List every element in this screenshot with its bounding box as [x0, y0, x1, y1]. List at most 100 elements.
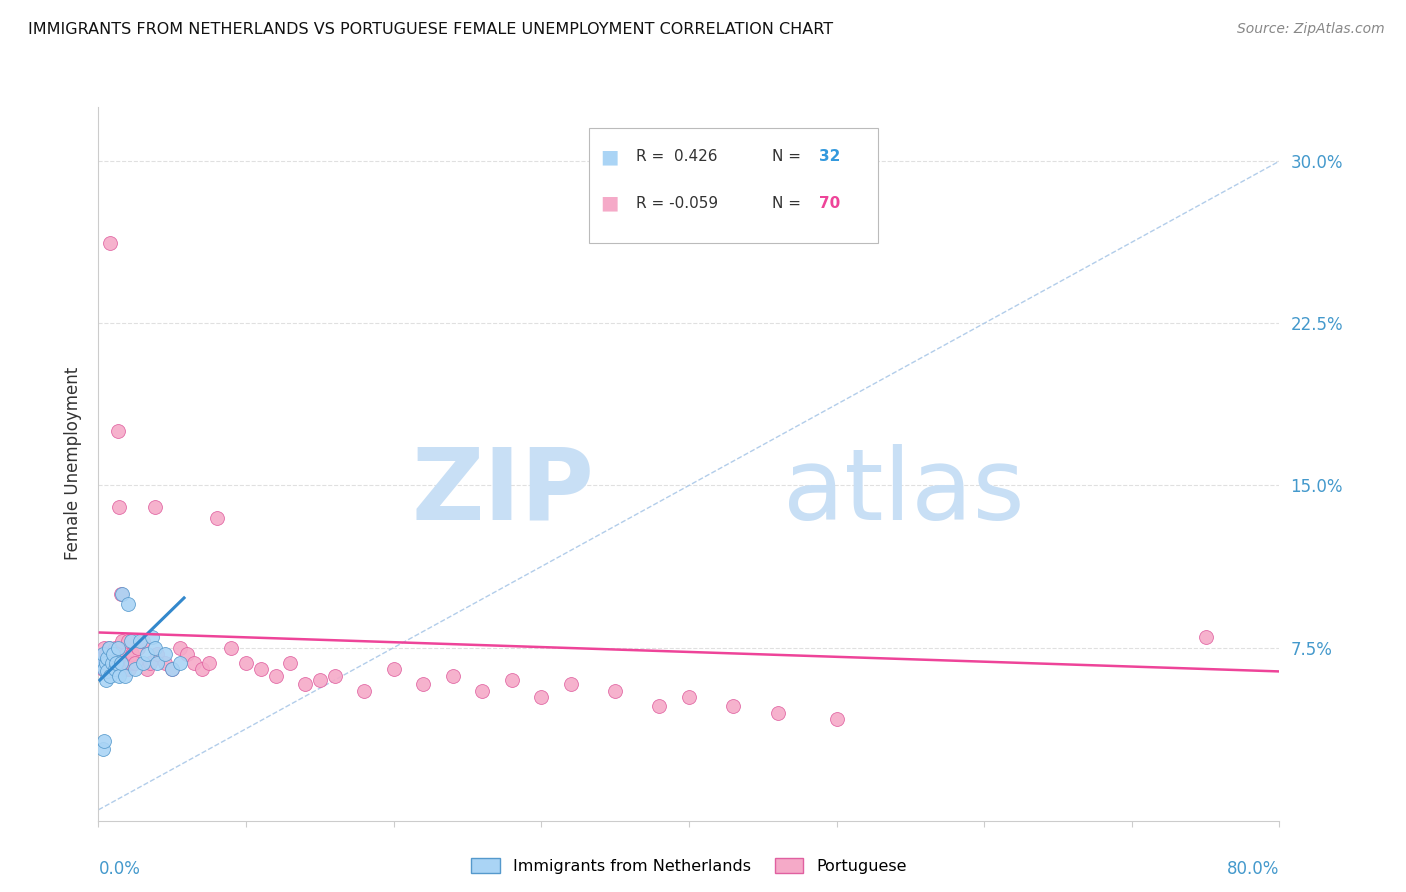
Point	[176, 647, 198, 661]
Point	[98, 669, 121, 683]
Point	[153, 647, 176, 661]
Point	[108, 669, 131, 683]
Point	[96, 647, 118, 661]
Text: ■: ■	[600, 194, 619, 213]
Point	[110, 586, 132, 600]
Point	[412, 677, 434, 691]
Point	[105, 656, 128, 670]
Text: ■: ■	[600, 147, 619, 167]
Point	[100, 656, 122, 670]
Point	[530, 690, 553, 705]
Point	[93, 656, 115, 670]
Point	[93, 662, 115, 676]
Point	[103, 656, 125, 670]
Point	[382, 662, 405, 676]
Point	[103, 647, 125, 661]
Point	[235, 656, 257, 670]
Text: 80.0%: 80.0%	[1227, 860, 1279, 878]
Point	[118, 662, 141, 676]
Point	[678, 690, 700, 705]
Point	[136, 647, 159, 661]
Point	[278, 656, 302, 670]
Point	[114, 669, 136, 683]
Point	[100, 662, 122, 676]
Point	[105, 647, 128, 661]
Point	[96, 665, 118, 679]
Point	[441, 669, 464, 683]
Point	[124, 662, 146, 676]
Y-axis label: Female Unemployment: Female Unemployment	[63, 368, 82, 560]
Point	[104, 662, 127, 676]
Text: IMMIGRANTS FROM NETHERLANDS VS PORTUGUESE FEMALE UNEMPLOYMENT CORRELATION CHART: IMMIGRANTS FROM NETHERLANDS VS PORTUGUES…	[28, 22, 834, 37]
Text: 32: 32	[818, 150, 841, 164]
Point	[111, 586, 134, 600]
Legend: Immigrants from Netherlands, Portuguese: Immigrants from Netherlands, Portuguese	[465, 852, 912, 880]
Point	[111, 634, 134, 648]
Point	[108, 500, 131, 514]
Point	[97, 640, 120, 655]
Point	[120, 656, 142, 670]
Point	[648, 699, 671, 714]
Point	[721, 699, 744, 714]
Text: R = -0.059: R = -0.059	[636, 196, 718, 211]
Point	[107, 425, 129, 439]
Point	[139, 656, 162, 670]
Point	[294, 677, 316, 691]
Point	[132, 656, 155, 670]
Point	[323, 669, 346, 683]
Point	[100, 647, 122, 661]
Point	[162, 662, 183, 676]
Point	[90, 656, 112, 670]
Point	[96, 651, 118, 665]
Text: N =: N =	[772, 196, 806, 211]
Point	[112, 656, 135, 670]
Point	[97, 640, 120, 655]
Point	[127, 640, 149, 655]
Point	[153, 656, 176, 670]
Point	[128, 634, 150, 648]
Text: 0.0%: 0.0%	[98, 860, 141, 878]
Point	[94, 662, 117, 676]
Point	[825, 712, 848, 726]
Point	[191, 662, 214, 676]
Point	[104, 640, 127, 655]
Point	[110, 656, 132, 670]
Text: ZIP: ZIP	[412, 444, 595, 541]
Point	[91, 647, 114, 661]
Point	[136, 662, 159, 676]
Point	[560, 677, 582, 691]
Point	[91, 742, 114, 756]
Text: Source: ZipAtlas.com: Source: ZipAtlas.com	[1237, 22, 1385, 37]
Point	[93, 733, 115, 747]
Text: N =: N =	[772, 150, 806, 164]
Point	[132, 634, 155, 648]
Point	[1195, 630, 1218, 644]
Point	[219, 640, 242, 655]
Point	[90, 656, 112, 670]
Point	[146, 647, 169, 661]
Point	[141, 630, 163, 644]
Point	[605, 684, 627, 698]
Point	[117, 598, 139, 612]
Point	[169, 640, 191, 655]
Point	[98, 656, 121, 670]
Point	[309, 673, 332, 687]
Point	[121, 647, 143, 661]
Point	[471, 684, 494, 698]
Point	[94, 647, 117, 661]
Point	[250, 662, 273, 676]
Point	[103, 647, 125, 661]
Point	[264, 669, 287, 683]
Point	[91, 647, 114, 661]
Point	[98, 236, 121, 251]
Point	[96, 656, 118, 670]
FancyBboxPatch shape	[589, 128, 877, 243]
Point	[93, 640, 115, 655]
Point	[205, 511, 228, 525]
Point	[198, 656, 221, 670]
Point	[104, 662, 127, 676]
Point	[107, 640, 129, 655]
Text: atlas: atlas	[783, 444, 1025, 541]
Point	[353, 684, 375, 698]
Text: R =  0.426: R = 0.426	[636, 150, 717, 164]
